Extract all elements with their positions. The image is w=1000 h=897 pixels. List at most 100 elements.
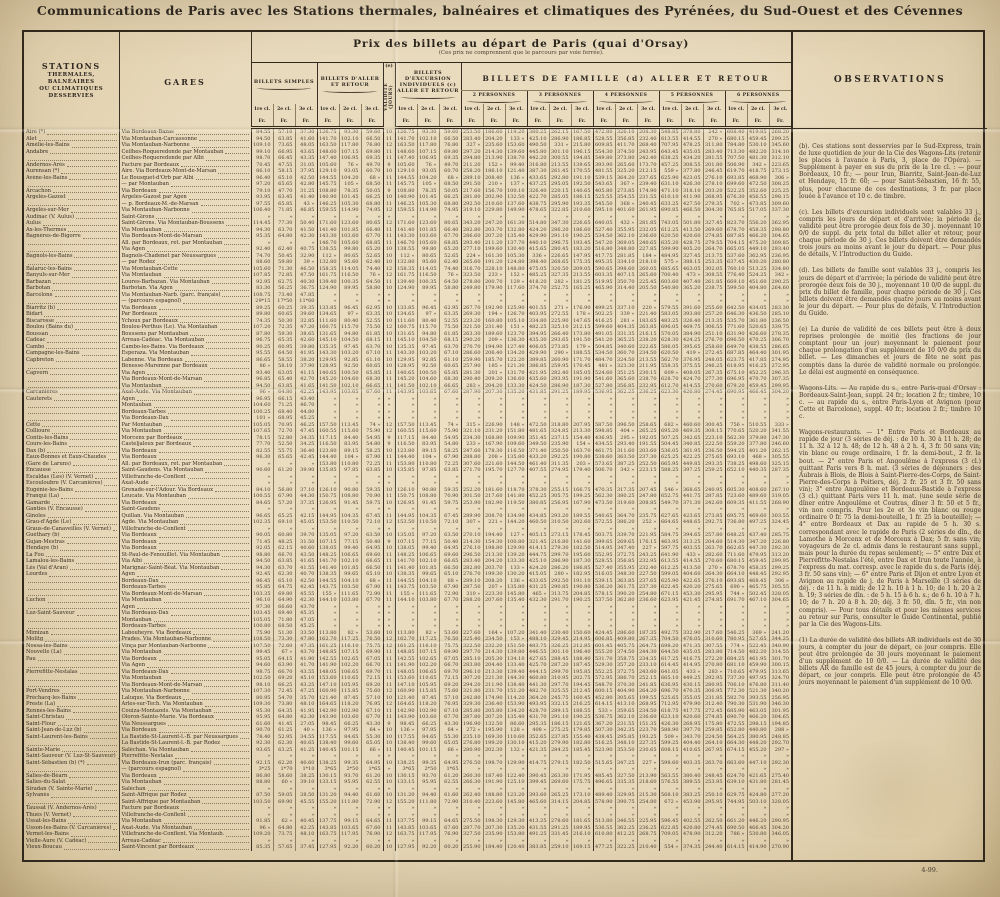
fare-cell: 290.25 bbox=[768, 278, 791, 285]
fare-cell: » bbox=[416, 395, 439, 402]
validity-cell: 10 bbox=[382, 259, 395, 266]
fare-cell: 90.80 bbox=[416, 486, 439, 493]
fare-table-area: STATIONS THERMALES, BALNÉAIRES OU CLIMAT… bbox=[24, 32, 791, 860]
table-row: Préchacq-les-Bains Laluque. Via Bordeaux 8… bbox=[24, 694, 791, 701]
fare-cell: 539.15 bbox=[592, 577, 615, 584]
fare-cell: 465.75 bbox=[746, 584, 769, 591]
fare-cell: 283.80 bbox=[702, 649, 725, 656]
station-cell: Sylvanès bbox=[24, 792, 119, 799]
fare-cell: 65.65 bbox=[272, 454, 295, 461]
fare-cell: 133 » bbox=[504, 564, 527, 571]
fare-cell: 69.70 bbox=[438, 668, 461, 675]
fare-cell: 460.50 bbox=[526, 519, 549, 526]
fare-cell: 61.60 bbox=[438, 792, 461, 799]
fare-cell: 279.90 bbox=[548, 740, 571, 747]
fare-cell: 60.20 bbox=[360, 844, 383, 851]
fare-cell: » bbox=[482, 616, 505, 623]
validity-cell: 12 bbox=[382, 642, 395, 649]
fare-cell: 182.50 bbox=[570, 759, 593, 766]
fare-cell: » bbox=[724, 480, 747, 487]
fare-cell: 113.80 bbox=[316, 629, 339, 636]
validity-cell: 10 bbox=[382, 629, 395, 636]
currency-label-header: Fr. bbox=[504, 115, 527, 129]
fare-cell: 599.25 bbox=[658, 740, 681, 747]
validity-cell: 10 bbox=[382, 733, 395, 740]
fare-cell: 66.70 bbox=[438, 662, 461, 669]
fare-cell: » bbox=[658, 603, 681, 610]
fare-cell: 218.10 bbox=[636, 259, 659, 266]
fare-cell: » bbox=[548, 291, 571, 298]
fare-cell: 69.35 bbox=[360, 155, 383, 162]
table-row: All. par Bordeaux, ret. par Montauban»»»… bbox=[24, 239, 791, 246]
fare-cell: 59.75 bbox=[360, 499, 383, 506]
fare-cell: 60.25 bbox=[272, 304, 295, 311]
fare-cell: 296.75 bbox=[548, 239, 571, 246]
fare-cell: » bbox=[460, 480, 483, 487]
fare-cell: 93.70 bbox=[338, 772, 361, 779]
fare-cell: 42.30 bbox=[294, 597, 317, 604]
validity-cell: 12 bbox=[382, 519, 395, 526]
fare-cell: 66.70 bbox=[272, 668, 295, 675]
fare-cell: 89.25 bbox=[250, 304, 273, 311]
fare-cell: 530.10 bbox=[746, 142, 769, 149]
fare-cell: » bbox=[394, 837, 417, 844]
fare-cell: 141.40 bbox=[316, 564, 339, 571]
fare-cell: 52.55 bbox=[360, 317, 383, 324]
fare-cell: 362.95 bbox=[768, 220, 791, 227]
fare-cell: » bbox=[438, 402, 461, 409]
class-label-header: 3e cl. bbox=[360, 104, 383, 115]
fare-cell: 304.65 bbox=[768, 597, 791, 604]
class-label-header: 2e cl. bbox=[614, 104, 637, 115]
fare-cell: 161.25 bbox=[316, 642, 339, 649]
fare-cell: 99.40 bbox=[338, 545, 361, 552]
fare-cell: 133 » bbox=[504, 135, 527, 142]
table-row: Via Agen 94.60 63.90 41.70 141.90 102.20 66.70… bbox=[24, 662, 791, 669]
fare-cell: 286.60 bbox=[460, 350, 483, 357]
fare-cell: 291.50 bbox=[460, 181, 483, 188]
fare-cell: 285.05 bbox=[548, 194, 571, 201]
table-row: Lamalou-les-Bains Via Albi 94.50 63.85 41.65… bbox=[24, 558, 791, 565]
fare-cell: 704.15 bbox=[724, 239, 747, 246]
fare-cell: 301.70 bbox=[768, 655, 791, 662]
fare-cell: 425.10 bbox=[526, 135, 549, 142]
fare-cell: » bbox=[614, 415, 637, 422]
fare-cell: 123.80 bbox=[316, 447, 339, 454]
fare-cell: » bbox=[548, 753, 571, 760]
fare-cell: 115.70 bbox=[416, 324, 439, 331]
gare-cell: Via Montauban bbox=[118, 428, 251, 435]
fare-cell: 572.55 bbox=[592, 519, 615, 526]
fare-cell: 76.95 bbox=[360, 701, 383, 708]
validity-cell: 11 bbox=[382, 239, 395, 246]
fare-cell: 92.20 bbox=[416, 844, 439, 851]
fare-cell: 461.40 bbox=[526, 460, 549, 467]
fare-cell: 150.75 bbox=[394, 493, 417, 500]
gare-cell: Via Montauban-Narbonne bbox=[118, 142, 251, 149]
fare-cell: » bbox=[746, 291, 769, 298]
station-cell: Eugénie-les-Bains bbox=[24, 487, 119, 494]
fare-cell: 619.70 bbox=[724, 168, 747, 175]
fare-cell: 224.50 bbox=[702, 733, 725, 740]
fare-cell: 259.85 bbox=[702, 727, 725, 734]
fare-cell: » bbox=[504, 837, 527, 844]
fare-cell: 99.35 bbox=[416, 759, 439, 766]
station-cell: Preste (La) bbox=[24, 701, 119, 708]
fare-cell: 304.20 bbox=[768, 389, 791, 396]
fare-cell: 548.85 bbox=[658, 127, 681, 136]
fare-cell: 54.95 bbox=[438, 434, 461, 441]
fare-cell: 138.35 bbox=[316, 571, 339, 578]
fare-cell: 599.50 bbox=[724, 285, 747, 292]
fare-cell: » bbox=[658, 805, 681, 812]
fare-cell: 363.85 bbox=[614, 577, 637, 584]
fare-cell: » bbox=[702, 616, 725, 623]
fare-cell: 459.45 bbox=[746, 382, 769, 389]
fare-cell: 203.70 bbox=[482, 564, 505, 571]
fare-cell: 182.95 bbox=[570, 571, 593, 578]
fare-cell: 185.70 bbox=[482, 356, 505, 363]
fare-cell: 135.35 bbox=[394, 343, 417, 350]
fare-cell: » bbox=[316, 395, 339, 402]
fare-cell: 614.15 bbox=[724, 844, 747, 851]
fare-cell: » bbox=[658, 525, 681, 532]
fare-cell: 665.05 bbox=[724, 246, 747, 253]
fare-cell: 185 » bbox=[482, 363, 505, 370]
fare-cell: 68.50 bbox=[272, 623, 295, 630]
